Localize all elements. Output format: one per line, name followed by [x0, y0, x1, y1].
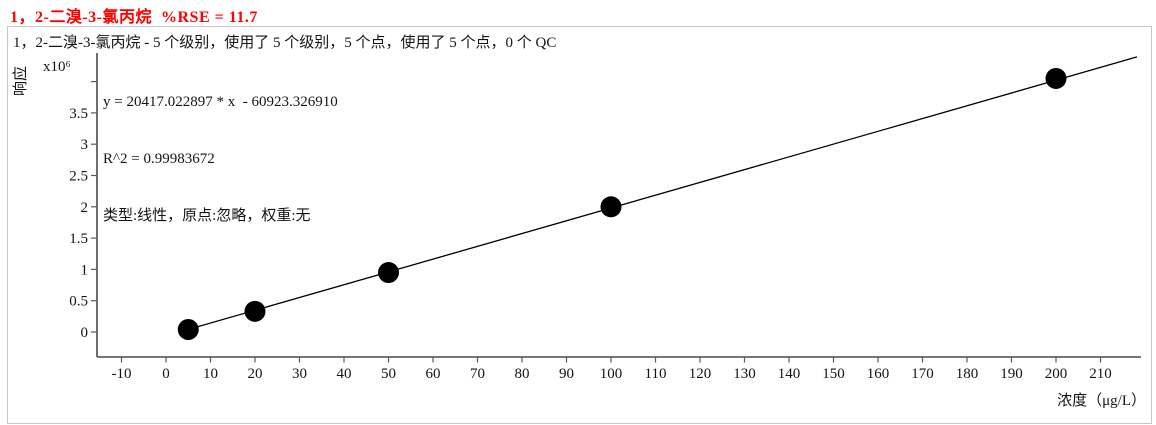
- x-tick-label: 40: [337, 366, 352, 382]
- fit-r2: R^2 = 0.99983672: [103, 151, 215, 167]
- x-tick-label: 60: [426, 366, 441, 382]
- x-tick-label: 80: [515, 366, 530, 382]
- x-tick-label: 10: [203, 366, 218, 382]
- y-tick-label: 3.5: [69, 106, 88, 122]
- fit-model: 类型:线性，原点:忽略，权重:无: [103, 208, 311, 224]
- x-tick-label: 210: [1089, 366, 1112, 382]
- x-axis-title: 浓度（μg/L）: [1057, 393, 1146, 409]
- chart-subtitle: 1，2-二溴-3-氯丙烷 - 5 个级别，使用了 5 个级别，5 个点，使用了 …: [13, 35, 557, 51]
- regression-line: [179, 56, 1138, 333]
- x-tick-label: 0: [162, 366, 170, 382]
- data-point: [244, 300, 266, 322]
- x-tick-label: 70: [470, 366, 485, 382]
- data-point: [1045, 67, 1067, 89]
- x-tick-label: 170: [911, 366, 934, 382]
- data-point: [600, 196, 622, 218]
- fit-equation: y = 20417.022897 * x - 60923.326910: [103, 94, 338, 110]
- fit-annotation: y = 20417.022897 * x - 60923.326910 R^2 …: [103, 55, 338, 264]
- data-point: [378, 262, 399, 284]
- y-tick-label: 3: [81, 137, 89, 153]
- x-tick-label: 110: [645, 366, 667, 382]
- page-title: 1，2-二溴-3-氯丙烷 %RSE = 11.7: [10, 9, 258, 26]
- x-tick-label: 140: [778, 366, 801, 382]
- x-tick-label: 100: [600, 366, 623, 382]
- x-tick-label: 50: [381, 366, 396, 382]
- x-tick-label: 130: [733, 366, 756, 382]
- y-tick-label: 1.5: [69, 231, 88, 247]
- y-tick-label: 2.5: [69, 169, 88, 185]
- x-tick-label: 150: [822, 366, 845, 382]
- x-tick-label: 180: [956, 366, 979, 382]
- y-tick-label: 1: [81, 262, 89, 278]
- x-tick-label: 160: [867, 366, 890, 382]
- y-axis-multiplier: x10⁶: [43, 59, 71, 75]
- x-tick-label: 120: [689, 366, 712, 382]
- x-tick-label: 200: [1045, 366, 1068, 382]
- y-tick-label: 0: [81, 325, 89, 341]
- x-tick-label: 20: [248, 366, 263, 382]
- x-tick-label: -10: [112, 366, 132, 382]
- x-tick-label: 190: [1000, 366, 1023, 382]
- data-point: [177, 318, 199, 340]
- x-tick-label: 90: [559, 366, 574, 382]
- y-tick-label: 2: [81, 200, 89, 216]
- x-tick-label: 30: [292, 366, 307, 382]
- y-tick-label: 0.5: [69, 294, 88, 310]
